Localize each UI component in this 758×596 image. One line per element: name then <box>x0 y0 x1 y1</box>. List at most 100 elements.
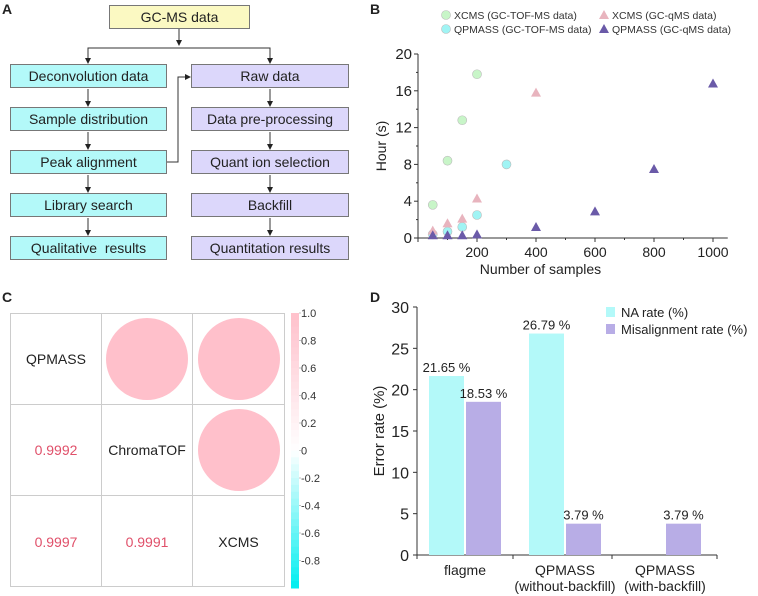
y-tick-label: 8 <box>404 156 412 173</box>
colorbar-segment <box>291 347 299 355</box>
colorbar-segment <box>291 436 299 445</box>
colorbar-segment <box>291 546 299 555</box>
flow-box-left-4: Qualitative results <box>10 236 167 260</box>
corr-diag-chromatof: ChromaTOF <box>102 405 193 496</box>
corr-cell-0-2 <box>193 314 284 405</box>
colorbar-segment <box>291 429 299 438</box>
bar-label-0-0: 21.65 % <box>423 360 471 375</box>
colorbar-segment <box>291 368 299 376</box>
legend-label-0: XCMS (GC-TOF-MS data) <box>454 10 577 22</box>
bar-label-1-2: 3.79 % <box>663 508 704 523</box>
colorbar-tick-label: 0 <box>301 446 307 458</box>
panel-label-d: D <box>370 289 381 305</box>
colorbar-segment <box>291 409 299 417</box>
data-point-series-1 <box>457 222 468 232</box>
bar-label-0-1: 26.79 % <box>523 318 571 333</box>
corr-circle <box>106 318 188 400</box>
y-axis-title: Error rate (%) <box>371 386 388 477</box>
legend-label-2: XCMS (GC-qMS data) <box>612 10 716 22</box>
flow-box-left-3: Library search <box>10 193 167 217</box>
x-category-label-1: QPMASS <box>535 562 595 578</box>
y-tick-label: 20 <box>395 46 412 63</box>
bar-1-2 <box>666 523 701 555</box>
legend-swatch-1 <box>606 324 615 334</box>
colorbar-tick-label: -0.6 <box>301 528 320 540</box>
legend-marker-0 <box>441 10 451 20</box>
colorbar-segment <box>291 395 299 403</box>
colorbar-segment <box>291 381 299 390</box>
flow-box-right-3: Backfill <box>191 193 349 217</box>
colorbar-segment <box>291 539 299 548</box>
colorbar-segment <box>291 416 299 424</box>
data-point-series-2 <box>442 218 453 228</box>
flow-box-root: GC-MS data <box>109 5 250 29</box>
y-tick-label: 0 <box>400 548 409 565</box>
colorbar-segment <box>291 457 299 465</box>
colorbar-segment <box>291 388 299 396</box>
legend-label-1: Misalignment rate (%) <box>621 322 747 337</box>
colorbar-segment <box>291 519 299 527</box>
flowchart-connectors <box>85 29 273 236</box>
colorbar-segment <box>291 526 299 534</box>
y-tick-label: 4 <box>404 193 412 210</box>
y-tick-label: 25 <box>391 341 409 358</box>
data-point-series-3 <box>442 230 453 240</box>
flow-box-right-4: Quantitation results <box>191 236 349 260</box>
colorbar-segment <box>291 560 299 568</box>
flow-box-left-0: Deconvolution data <box>10 64 167 88</box>
y-tick-label: 30 <box>391 300 409 317</box>
legend-label-1: QPMASS (GC-TOF-MS data) <box>454 24 592 36</box>
colorbar-segment <box>291 464 299 472</box>
corr-circle <box>197 318 280 400</box>
colorbar-segment <box>291 478 299 486</box>
bar-chart: 0 5 10 15 20 25 30 Error rate (%) 21.65 % 26.79 %… <box>371 300 747 594</box>
colorbar-segment <box>291 374 299 383</box>
x-tick-label: 1000 <box>697 244 728 260</box>
colorbar-segment <box>291 567 299 575</box>
panel-label-c: C <box>2 289 13 305</box>
flow-box-right-2: Quant ion selection <box>191 150 349 174</box>
colorbar-segment <box>291 333 299 341</box>
colorbar-tick-label: -0.2 <box>301 473 320 485</box>
data-point-series-0 <box>472 69 482 80</box>
bar-0-0 <box>429 376 464 555</box>
data-point-series-3 <box>708 78 718 88</box>
legend-marker-1 <box>441 24 451 34</box>
bar-0-1 <box>529 333 564 555</box>
legend-marker-3 <box>599 24 609 33</box>
legend-label-0: NA rate (%) <box>621 305 688 320</box>
bar-label-1-1: 3.79 % <box>563 508 604 523</box>
x-tick-label: 200 <box>465 244 489 260</box>
y-axis-title: Hour (s) <box>373 121 389 172</box>
colorbar-segment <box>291 402 299 410</box>
colorbar-segment <box>291 484 299 493</box>
y-tick-label: 16 <box>395 83 412 100</box>
flow-box-right-0: Raw data <box>191 64 349 88</box>
correlation-matrix: QPMASS 0.9992 ChromaTOF 0.9997 0.9991 XC… <box>10 313 285 587</box>
colorbar-segment <box>291 574 299 582</box>
corr-value-1-0: 0.9992 <box>11 405 102 496</box>
x-tick-label: 400 <box>524 244 548 260</box>
corr-value-2-0: 0.9997 <box>11 496 102 587</box>
bar-label-1-0: 18.53 % <box>460 386 508 401</box>
colorbar-tick-label: 0.4 <box>301 391 316 403</box>
y-tick-label: 12 <box>395 120 412 137</box>
data-point-series-0 <box>442 155 453 166</box>
legend-swatch-0 <box>606 307 615 317</box>
data-point-series-0 <box>427 200 438 210</box>
data-point-series-3 <box>457 230 468 240</box>
bar-1-0 <box>466 401 501 555</box>
x-category-label-2: (with-backfill) <box>624 578 706 594</box>
colorbar-tick-label: -0.8 <box>301 556 320 568</box>
colorbar-segment <box>291 533 299 541</box>
x-category-label-0: flagme <box>444 562 486 578</box>
x-category-label-2: QPMASS <box>635 562 695 578</box>
colorbar-segment <box>291 361 299 369</box>
data-point-series-3 <box>649 164 659 173</box>
flow-box-right-1: Data pre-processing <box>191 107 349 131</box>
data-point-series-2 <box>472 193 482 203</box>
panel-label-b: B <box>370 1 381 17</box>
x-tick-label: 600 <box>583 244 607 260</box>
data-point-series-3 <box>590 206 600 216</box>
colorbar-tick-label: 0.2 <box>301 418 316 430</box>
